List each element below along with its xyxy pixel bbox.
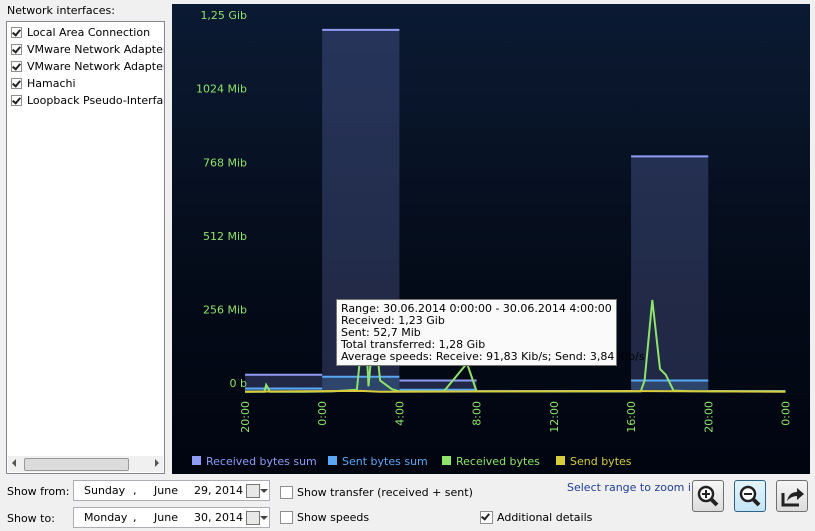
export-button[interactable] [776, 480, 808, 512]
tooltip-line: Average speeds: Receive: 91,83 Kib/s; Se… [341, 350, 645, 363]
bar [631, 380, 709, 392]
calendar-button[interactable] [246, 484, 260, 498]
zoom-in-button[interactable] [692, 480, 724, 512]
dropdown-arrow[interactable] [260, 489, 268, 493]
x-tick-label: 16:00 [625, 401, 638, 433]
interface-label[interactable]: Local Area Connection [27, 26, 151, 39]
legend-label: Received bytes [456, 455, 540, 468]
interface-checkbox[interactable] [11, 27, 22, 38]
date-picker[interactable]: Sunday, June 29, 2014 [73, 480, 270, 501]
tooltip-line: Range: 30.06.2014 0:00:00 - 30.06.2014 4… [341, 302, 612, 315]
option-checkbox[interactable] [280, 486, 293, 499]
interface-label[interactable]: Loopback Pseudo-Interface [27, 94, 165, 107]
date-field[interactable]: , [133, 484, 137, 497]
bar [399, 380, 477, 392]
interface-checkbox[interactable] [11, 78, 22, 89]
h-scrollbar[interactable] [8, 456, 163, 472]
option-checkbox[interactable] [480, 511, 493, 524]
legend-swatch [328, 456, 337, 465]
scroll-right[interactable] [155, 459, 159, 467]
zoom-hint: Select range to zoom in [567, 481, 698, 494]
x-tick-label: 12:00 [548, 401, 561, 433]
tooltip-line: Total transferred: 1,28 Gib [341, 338, 486, 351]
date-field[interactable]: Sunday [84, 484, 126, 497]
y-tick-label: 0 b [230, 377, 247, 390]
date-field[interactable]: 30, 2014 [194, 511, 243, 524]
chart-area: 0 b 256 Mib 512 Mib 768 Mib 1024 Mib 1,25 Gib… [172, 4, 810, 474]
y-tick-label: 768 Mib [203, 156, 247, 169]
legend-swatch [192, 456, 201, 465]
date-field[interactable]: 29, 2014 [194, 484, 243, 497]
interface-label[interactable]: Hamachi [27, 77, 76, 90]
x-tick-label: 20:00 [702, 401, 715, 433]
y-tick-label: 512 Mib [203, 230, 247, 243]
x-tick-label: 20:00 [239, 401, 252, 433]
line [244, 389, 786, 393]
bar [322, 376, 400, 392]
interface-checkbox[interactable] [11, 95, 22, 106]
option-label[interactable]: Show transfer (received + sent) [297, 486, 473, 499]
legend-swatch [556, 456, 565, 465]
y-tick-label: 1,25 Gib [200, 9, 247, 22]
date-field[interactable]: , [133, 511, 137, 524]
option-label[interactable]: Show speeds [297, 511, 370, 524]
tooltip: Range: 30.06.2014 0:00:00 - 30.06.2014 4… [336, 299, 645, 366]
chart: 0 b 256 Mib 512 Mib 768 Mib 1024 Mib 1,25 Gib… [192, 9, 792, 468]
date-label: Show to: [7, 512, 55, 525]
x-tick-label: 4:00 [393, 401, 406, 426]
y-tick-label: 256 Mib [203, 303, 247, 316]
interface-label[interactable]: VMware Network Adapter VM [27, 43, 165, 56]
date-picker[interactable]: Monday, June 30, 2014 [73, 507, 270, 528]
legend-label: Received bytes sum [206, 455, 317, 468]
x-tick-label: 8:00 [471, 401, 484, 426]
interface-label[interactable]: VMware Network Adapter VM [27, 60, 165, 73]
legend-swatch [442, 456, 451, 465]
date-field[interactable]: June [154, 511, 178, 524]
bar [244, 388, 323, 392]
tooltip-line: Received: 1,23 Gib [341, 314, 445, 327]
zoom-out-button[interactable] [734, 480, 766, 512]
x-tick-label: 0:00 [316, 401, 329, 426]
date-label: Show from: [7, 485, 70, 498]
calendar-button[interactable] [246, 511, 260, 525]
bar [631, 156, 709, 392]
date-field[interactable]: June [154, 484, 178, 497]
x-tick-label: 0:00 [779, 401, 792, 426]
sidebar-title: Network interfaces: [7, 4, 115, 17]
dropdown-arrow[interactable] [260, 516, 268, 520]
tooltip-line: Sent: 52,7 Mib [341, 326, 421, 339]
interface-list: Local Area Connection VMware Network Adap… [6, 21, 165, 474]
interface-checkbox[interactable] [11, 61, 22, 72]
option-label[interactable]: Additional details [497, 511, 593, 524]
scroll-thumb[interactable] [24, 458, 129, 471]
legend-label: Send bytes [570, 455, 632, 468]
scroll-left[interactable] [12, 459, 16, 467]
interface-checkbox[interactable] [11, 44, 22, 55]
legend-label: Sent bytes sum [342, 455, 428, 468]
y-tick-label: 1024 Mib [196, 83, 247, 96]
date-field[interactable]: Monday [84, 511, 128, 524]
option-checkbox[interactable] [280, 511, 293, 524]
